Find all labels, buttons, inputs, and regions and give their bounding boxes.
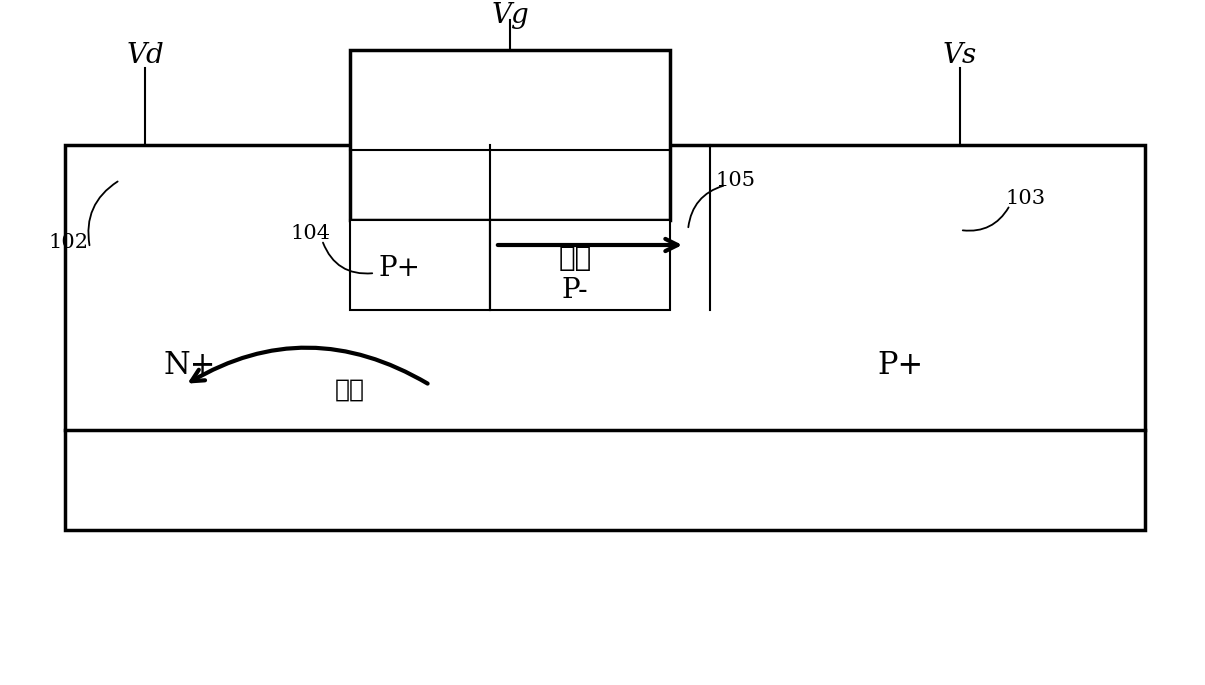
- Text: 105: 105: [715, 171, 756, 190]
- Text: Vg: Vg: [492, 1, 529, 29]
- Bar: [65, 145, 1145, 530]
- Text: P+: P+: [380, 255, 421, 282]
- Text: P-: P-: [562, 277, 588, 303]
- Text: 102: 102: [48, 232, 88, 251]
- Text: N+: N+: [164, 349, 216, 380]
- Text: 空穴: 空穴: [558, 245, 592, 271]
- Text: Vs: Vs: [942, 42, 977, 68]
- Bar: [490, 220, 670, 310]
- Text: P+: P+: [877, 349, 923, 380]
- Text: Vd: Vd: [127, 42, 164, 68]
- Text: 电子: 电子: [335, 379, 365, 401]
- Text: 104: 104: [290, 223, 330, 242]
- Text: 103: 103: [1005, 188, 1045, 208]
- Bar: [349, 220, 490, 310]
- Bar: [349, 50, 670, 220]
